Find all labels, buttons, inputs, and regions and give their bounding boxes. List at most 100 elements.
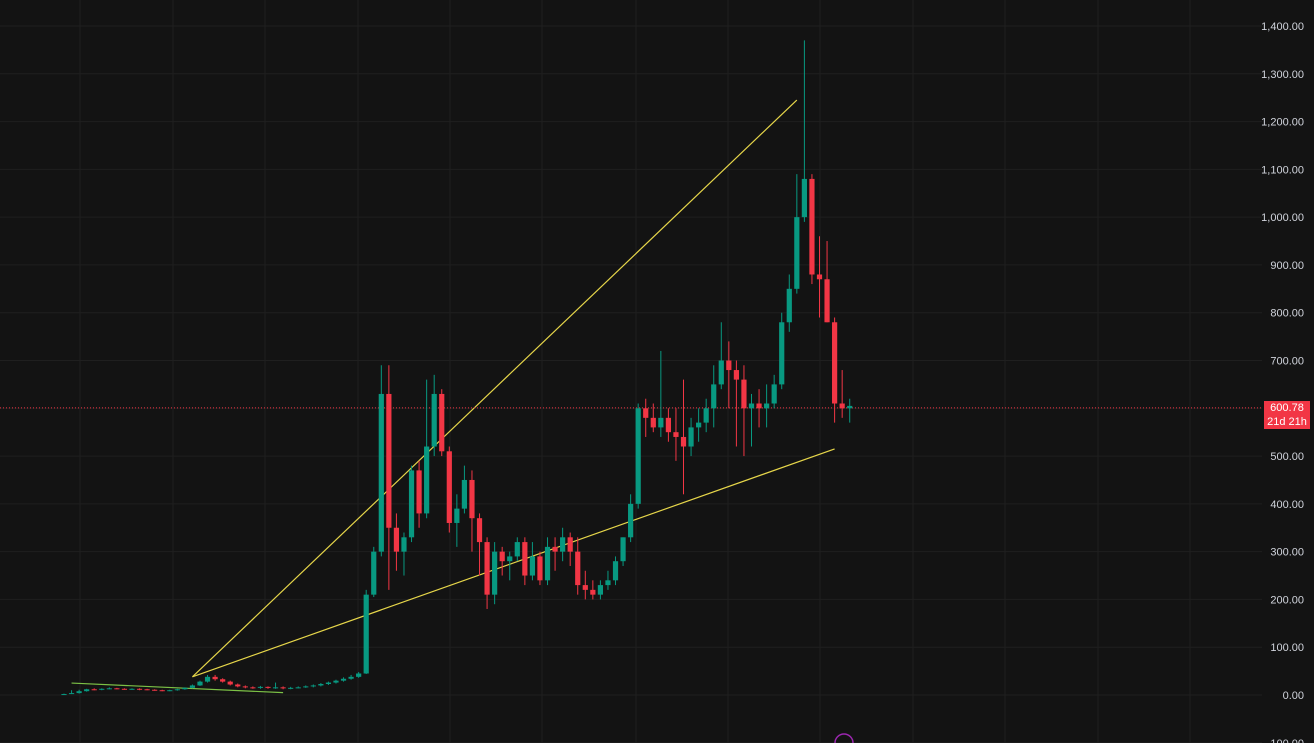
candles <box>61 40 853 696</box>
candle <box>680 379 687 495</box>
price-tick-label: 900.00 <box>1270 260 1304 272</box>
candle-body <box>348 676 354 679</box>
candle-body <box>152 689 158 691</box>
candle <box>272 682 279 689</box>
candle <box>84 688 90 692</box>
candle <box>733 360 739 447</box>
candle-body <box>756 403 762 409</box>
candle-body <box>424 446 430 514</box>
candle-body <box>597 585 604 595</box>
candle <box>847 398 853 423</box>
candle <box>167 689 173 692</box>
candle <box>129 688 135 690</box>
candle <box>257 685 264 689</box>
price-tick-label: 1,000.00 <box>1261 212 1304 224</box>
candle <box>560 527 566 562</box>
price-tick-label: 300.00 <box>1270 547 1304 559</box>
candle-body <box>552 546 558 552</box>
candle <box>310 684 316 688</box>
candle <box>371 546 377 598</box>
candle-body <box>212 676 218 680</box>
candle-body <box>295 687 301 689</box>
candle <box>227 680 233 686</box>
candle-body <box>590 589 596 595</box>
candle-body <box>567 537 573 552</box>
candle-body <box>393 527 400 552</box>
candle <box>76 689 82 694</box>
candle <box>643 398 649 437</box>
candle-body <box>431 393 437 447</box>
candle <box>204 674 211 683</box>
price-tick-label: 100.00 <box>1270 642 1304 654</box>
candle <box>340 677 347 682</box>
candle-body <box>333 680 339 683</box>
price-tick-label: 200.00 <box>1270 594 1304 606</box>
candle <box>514 537 520 562</box>
candle-body <box>650 417 656 428</box>
candle <box>235 683 241 688</box>
candle-body <box>114 688 120 690</box>
candle-body <box>779 322 785 385</box>
candle <box>401 532 407 576</box>
candle-body <box>507 556 513 562</box>
candle <box>446 446 452 533</box>
candle <box>612 556 619 586</box>
candle-body <box>167 690 173 692</box>
candle-body <box>227 681 233 685</box>
bar-countdown-label: 21d 21h <box>1267 415 1307 428</box>
candle-body <box>718 360 724 385</box>
candle-body <box>575 551 581 586</box>
candle-body <box>582 585 588 590</box>
candle <box>114 687 120 690</box>
candle-body <box>280 687 286 689</box>
candle <box>242 685 248 689</box>
candle-body <box>635 408 641 504</box>
candle <box>431 374 437 457</box>
candle-body <box>242 686 248 688</box>
candle-body <box>204 676 211 682</box>
candle <box>386 365 392 590</box>
event-marker-icon[interactable] <box>834 733 854 743</box>
candle <box>144 688 150 691</box>
candle <box>469 470 475 552</box>
candle <box>280 686 286 690</box>
candle <box>197 680 203 686</box>
current-price-label: 600.78 <box>1270 401 1304 414</box>
candle-body <box>378 393 384 552</box>
candle <box>703 398 709 433</box>
candle-body <box>386 393 392 528</box>
candle <box>832 317 838 423</box>
candle-body <box>733 370 739 380</box>
trendline <box>192 99 798 678</box>
candle <box>839 370 845 418</box>
price-axis[interactable]: 1,400.00 1,300.00 1,200.00 1,100.00 1,000.00… <box>1261 21 1304 743</box>
candle-body <box>265 686 271 688</box>
candle <box>416 460 422 528</box>
candle <box>748 393 755 447</box>
candle-body <box>771 384 777 404</box>
candle <box>718 322 724 390</box>
candle-body <box>499 551 505 562</box>
trendlines <box>71 99 835 694</box>
candle-body <box>408 470 415 538</box>
candle <box>303 685 309 688</box>
candle <box>393 513 400 571</box>
candle <box>461 465 468 514</box>
candle-body <box>764 403 770 409</box>
candle <box>68 690 75 695</box>
candle-body <box>401 537 407 552</box>
candle-body <box>794 217 800 289</box>
candle <box>658 350 664 437</box>
candle-body <box>469 479 475 519</box>
candle-body <box>439 393 445 452</box>
candle <box>824 241 830 323</box>
candle <box>288 686 294 690</box>
candle <box>597 580 604 600</box>
price-tick-label: 500.00 <box>1270 451 1304 463</box>
candle <box>650 403 656 433</box>
candle <box>439 389 445 457</box>
candle-body <box>106 688 112 690</box>
price-tick-label: 1,300.00 <box>1261 69 1304 81</box>
candle <box>771 374 777 409</box>
